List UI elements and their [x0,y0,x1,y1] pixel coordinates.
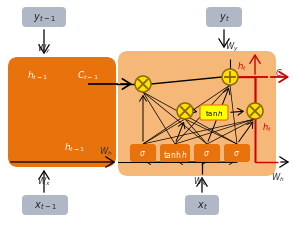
Text: $W_x$: $W_x$ [37,175,51,188]
Text: $h_t$: $h_t$ [262,121,272,134]
FancyBboxPatch shape [8,58,116,167]
Text: $x_t$: $x_t$ [196,199,207,211]
Text: $W_h$: $W_h$ [271,171,285,183]
Text: $C_t$: $C_t$ [275,67,285,80]
FancyBboxPatch shape [130,144,156,162]
Text: $h_t$: $h_t$ [237,60,247,73]
Text: $\sigma$: $\sigma$ [140,149,147,158]
FancyBboxPatch shape [22,195,68,215]
Text: $h_{t-1}$: $h_{t-1}$ [64,141,86,154]
Text: $W_y$: $W_y$ [225,40,239,53]
Circle shape [247,104,263,119]
Text: $\sigma$: $\sigma$ [233,149,240,158]
Text: $\tanh h$: $\tanh h$ [163,148,187,159]
FancyBboxPatch shape [160,144,190,162]
Text: $\sigma$: $\sigma$ [204,149,211,158]
FancyBboxPatch shape [194,144,220,162]
Text: $h_{t-1}$: $h_{t-1}$ [27,69,49,82]
FancyBboxPatch shape [224,144,250,162]
Text: $W_h$: $W_h$ [99,145,113,158]
FancyBboxPatch shape [200,106,228,121]
Text: $y_{t-1}$: $y_{t-1}$ [33,12,55,24]
Circle shape [135,77,151,93]
Circle shape [222,70,238,86]
FancyBboxPatch shape [206,8,242,28]
Text: $W_x$: $W_x$ [193,175,207,188]
FancyBboxPatch shape [22,8,66,28]
FancyBboxPatch shape [185,195,219,215]
Text: $\tan h$: $\tan h$ [205,109,223,118]
Text: $C_{t-1}$: $C_{t-1}$ [77,69,99,82]
Text: $y_t$: $y_t$ [219,12,230,24]
Text: $W_y$: $W_y$ [37,42,51,55]
Circle shape [177,104,193,119]
FancyBboxPatch shape [118,52,276,176]
Text: $x_{t-1}$: $x_{t-1}$ [34,199,56,211]
